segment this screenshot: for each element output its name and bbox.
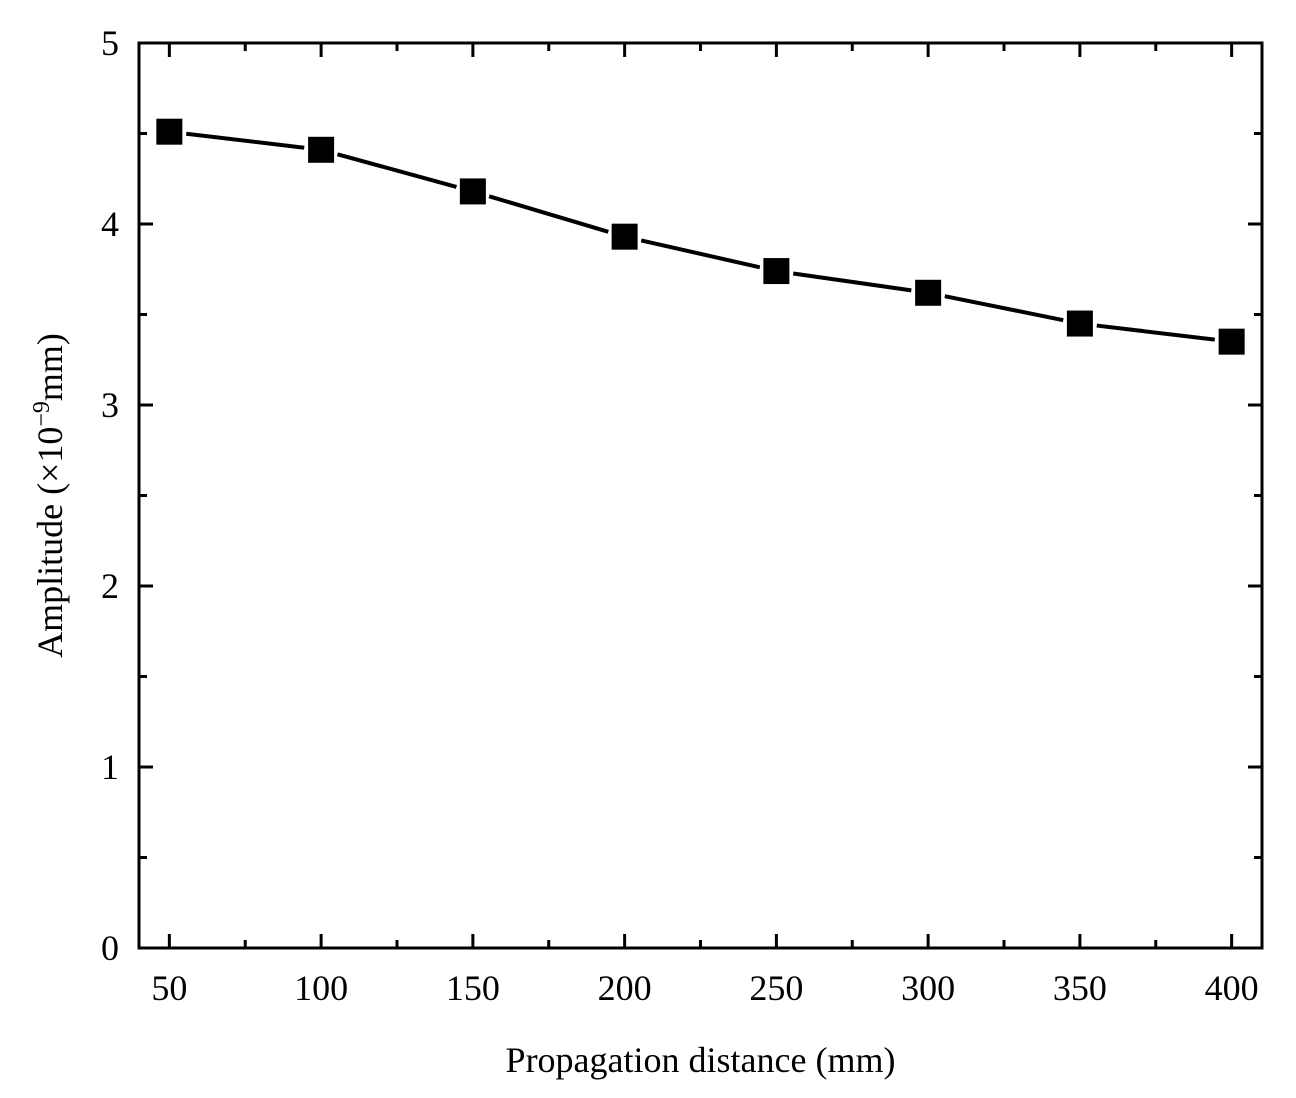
x-tick-label: 50 <box>151 968 187 1008</box>
x-tick-label: 350 <box>1053 968 1107 1008</box>
series-markers <box>156 118 1245 355</box>
y-axis-title-exponent: −9 <box>29 401 55 427</box>
y-tick-label: 4 <box>101 204 119 244</box>
x-axis-title: Propagation distance (mm) <box>506 1040 896 1080</box>
y-axis-title: Amplitude (×10−9mm) <box>29 333 70 658</box>
plot-frame <box>137 41 1264 950</box>
y-tick-label: 5 <box>101 23 119 63</box>
series-line-segment <box>488 194 609 234</box>
data-point-marker <box>308 136 335 163</box>
x-tick-label: 300 <box>901 968 955 1008</box>
axis-ticks <box>139 41 1262 950</box>
series-line-segment <box>1096 323 1216 342</box>
data-point-marker <box>915 279 942 306</box>
y-tick-label: 2 <box>101 566 119 606</box>
y-tick-labels: 0 1 2 3 4 5 <box>101 23 119 968</box>
y-tick-label: 1 <box>101 747 119 787</box>
data-point-marker <box>611 223 638 250</box>
data-point-marker <box>763 258 790 285</box>
series-line-segment <box>640 238 761 270</box>
data-point-marker <box>1218 328 1245 355</box>
x-tick-label: 250 <box>749 968 803 1008</box>
y-axis-title-prefix: Amplitude (×10 <box>30 427 70 658</box>
y-tick-label: 3 <box>101 385 119 425</box>
series-line-segment <box>944 294 1064 323</box>
series-line-segment <box>185 131 305 150</box>
y-tick-label: 0 <box>101 928 119 968</box>
series-line-segment <box>336 152 457 189</box>
x-tick-label: 400 <box>1205 968 1259 1008</box>
x-tick-label: 150 <box>446 968 500 1008</box>
x-tick-labels: 50 100 150 200 250 300 350 400 <box>151 968 1258 1008</box>
x-tick-label: 200 <box>598 968 652 1008</box>
series-line-group <box>185 131 1216 342</box>
data-point-marker <box>156 118 183 145</box>
y-axis-title-suffix: mm) <box>30 333 70 401</box>
x-tick-label: 100 <box>294 968 348 1008</box>
data-point-marker <box>1066 310 1093 337</box>
series-line-segment <box>792 271 912 293</box>
data-point-marker <box>459 178 486 205</box>
